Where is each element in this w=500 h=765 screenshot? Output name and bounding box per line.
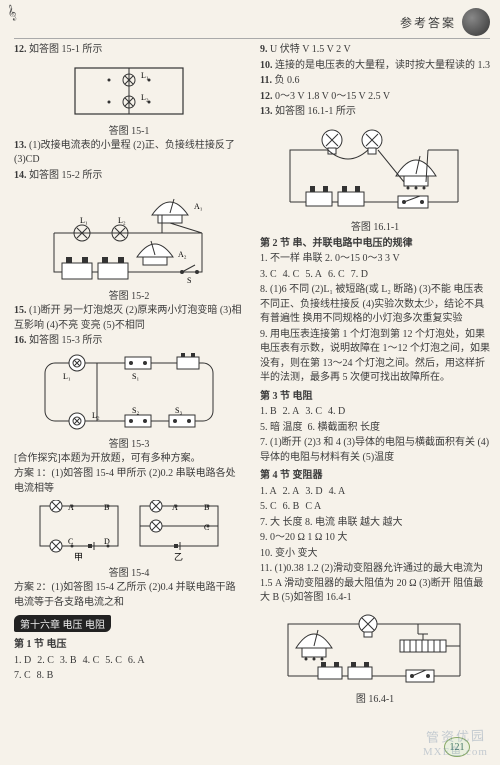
figure-15-3: L₁ L₂ S₁ S₂ S₃ [14,353,244,450]
r-q12: 12. 0～3 V 1.8 V 0～15 V 2.5 V [260,90,490,105]
sec4-title: 第 4 节 变阻器 [260,469,490,484]
figure-15-4: A B C D 甲 A [14,500,244,579]
sec3-row: 1. B2. A3. C4. D [260,405,490,420]
r-q10: 10. 连接的是电压表的大量程，读时按大量程读的 1.3 [260,59,490,74]
svg-text:B: B [104,503,109,512]
sec4-q10: 10. 变小 变大 [260,547,490,562]
svg-text:B: B [204,503,209,512]
q13: 13. (1)改接电流表的小量程 (2)正、负接线柱接反了 (3)CD [14,139,244,168]
sec4-q11: 11. (1)0.38 1.2 (2)滑动变阻器允许通过的最大电流为 1.5 A… [260,562,490,606]
figure-16-1-1: 答图 16.1-1 [260,124,490,233]
fig16-1-1-caption: 答图 16.1-1 [351,218,399,233]
plan2: 方案 2：(1)如答图 15-4 乙所示 (2)0.4 并联电路干路电流等于各支… [14,581,244,610]
r-q11: 11. 负 0.6 [260,74,490,89]
sec4-q9: 9. 0～20 Ω 1 Ω 10 大 [260,531,490,546]
sec4-row2: 5. C6. BC A [260,500,490,515]
svg-text:S₁: S₁ [132,372,139,381]
svg-text:S₃: S₃ [175,406,182,415]
left-column: 12. 如答图 15-1 所示 L₁ L₂ 答图 15-1 13. (1)改接电… [14,43,248,707]
fig15-4-caption: 答图 15-4 [109,564,150,579]
q16: 16. 如答图 15-3 所示 [14,334,244,349]
svg-text:乙: 乙 [174,552,183,562]
fig15-1-l1: L₁ [141,71,149,80]
globe-icon [462,8,490,36]
coop-title: [合作探究]本题为开放题，可有多种方案。 [14,452,244,467]
sec3-title: 第 3 节 电阻 [260,390,490,405]
sec2-q9: 9. 用电压表连接第 1 个灯泡到第 12 个灯泡处，如果电压表有示数，说明故障… [260,328,490,386]
figure-15-1: L₁ L₂ 答图 15-1 [14,62,244,137]
svg-text:L₂: L₂ [92,411,100,420]
q12: 12. 如答图 15-1 所示 [14,43,244,58]
header-swirl: 𝄞 [6,5,19,23]
sec1-title: 第 1 节 电压 [14,638,244,653]
svg-text:A: A [68,503,74,512]
svg-text:A₁: A₁ [194,202,203,211]
header-title: 参考答案 [400,14,456,31]
svg-text:L₁: L₁ [63,372,71,381]
fig16-4-1-caption: 图 16.4-1 [356,690,394,705]
fig15-3-caption: 答图 15-3 [109,435,150,450]
sec2-title: 第 2 节 串、并联电路中电压的规律 [260,237,490,252]
svg-text:C: C [204,523,209,532]
page-header: 𝄞 参考答案 [14,8,490,39]
sec2-q8: 8. (1)6 不同 (2)L₁ 被短路(或 L₂ 断路) (3)不能 电压表不… [260,283,490,327]
r-q13: 13. 如答图 16.1-1 所示 [260,105,490,120]
svg-text:L₁: L₁ [80,216,88,225]
fig15-1-caption: 答图 15-1 [109,122,150,137]
r-q9: 9. U 伏特 V 1.5 V 2 V [260,43,490,58]
sec3-q5: 5. 暗 温度 6. 横截面积 长度 [260,421,490,436]
svg-text:A: A [172,503,178,512]
q15: 15. (1)断开 另一灯泡熄灭 (2)原来两小灯泡变暗 (3)相互影响 (4)… [14,304,244,333]
svg-text:L₂: L₂ [118,216,126,225]
q14: 14. 如答图 15-2 所示 [14,169,244,184]
sec3-q7: 7. (1)断开 (2)3 和 4 (3)导体的电阻与横截面积有关 (4)导体的… [260,436,490,465]
sec2-row: 3. C4. C5. A6. C7. D [260,268,490,283]
svg-text:S: S [187,276,191,285]
svg-text:S₂: S₂ [132,406,139,415]
fig15-1-l2: L₂ [141,93,149,102]
svg-text:甲: 甲 [74,552,83,562]
fig15-2-caption: 答图 15-2 [109,287,150,302]
sec2-q1: 1. 不一样 串联 2. 0～15 0～3 3 V [260,252,490,267]
figure-16-4-1: 图 16.4-1 [260,610,490,705]
svg-text:D: D [104,537,110,546]
sec1-row1: 1. D2. C3. B4. C5. C6. A [14,654,244,669]
chapter-band: 第十六章 电压 电阻 [14,615,111,632]
sec1-row2: 7. C8. B [14,669,244,684]
watermark-2: MXE鱼.com [423,743,488,759]
svg-text:A₂: A₂ [178,250,187,259]
figure-15-2: L₁ L₂ A₁ A₂ [14,187,244,302]
right-column: 9. U 伏特 V 1.5 V 2 V 10. 连接的是电压表的大量程，读时按大… [256,43,490,707]
plan1: 方案 1：(1)如答图 15-4 甲所示 (2)0.2 串联电路各处电流相等 [14,467,244,496]
sec4-row1: 1. A2. A3. D4. A [260,485,490,500]
sec4-q7: 7. 大 长度 8. 电流 串联 越大 越大 [260,516,490,531]
